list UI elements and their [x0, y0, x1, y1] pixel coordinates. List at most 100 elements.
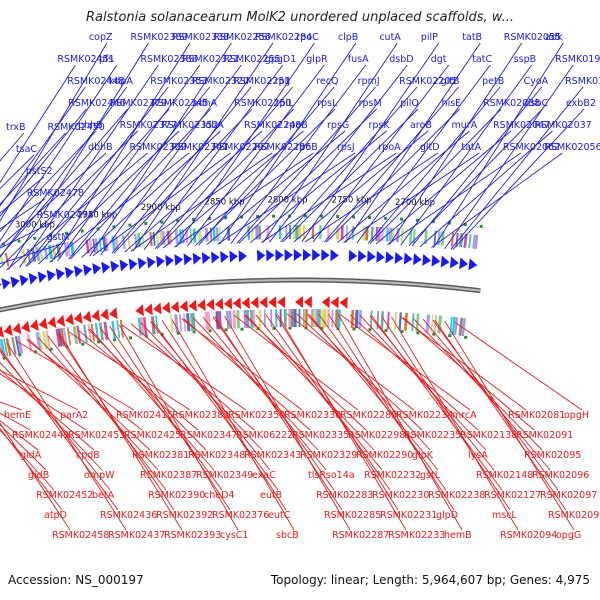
- forward-leader-line: [143, 64, 284, 251]
- forward-gene-arrow: [385, 251, 395, 264]
- forward-gene-label: RSMK02388: [140, 54, 197, 65]
- reverse-leader-line: [152, 321, 279, 491]
- cog-bar-forward: [127, 234, 131, 249]
- reverse-leader-line: [308, 313, 439, 471]
- reverse-gene-label: RSMK02097: [540, 490, 597, 501]
- reverse-gene-arrow: [91, 309, 101, 322]
- cog-bar-reverse: [90, 323, 96, 342]
- forward-gene-arrow: [156, 255, 165, 268]
- forward-gene-label: RSMK02256: [213, 32, 270, 43]
- forward-gene-arrow: [0, 283, 2, 286]
- forward-gene-label: RSMK02451: [57, 54, 114, 65]
- cog-bar-forward: [155, 231, 160, 246]
- cog-bar-reverse: [350, 309, 355, 328]
- forward-gene-label: trxB: [6, 122, 26, 133]
- reverse-gene-label: RSMK02096: [532, 470, 589, 481]
- forward-leader-line: [19, 64, 159, 268]
- tick-label: 2800 kbp: [267, 195, 307, 205]
- reverse-gene-label: RSMK02138: [460, 430, 517, 441]
- cog-bar-reverse: [57, 328, 63, 347]
- forward-gene-arrow: [330, 249, 339, 262]
- forward-leader-line: [444, 64, 574, 249]
- reverse-gene-label: exaC: [252, 470, 276, 481]
- reverse-gene-label: lysA: [468, 450, 488, 461]
- forward-gene-arrow: [321, 249, 330, 262]
- forward-leader-line: [130, 152, 273, 252]
- forward-gene-label: RSMK02038: [483, 98, 540, 109]
- reverse-gene-label: RSMK02382: [172, 410, 229, 421]
- forward-gene-arrow: [348, 249, 358, 262]
- forward-gene-label: copZ: [89, 32, 113, 43]
- forward-gene-label: tsaC: [16, 144, 37, 155]
- cog-bar-reverse: [217, 311, 222, 330]
- reverse-leader-line: [0, 373, 87, 431]
- reverse-gene-label: cysC1: [220, 530, 248, 541]
- forward-leader-line: [111, 86, 252, 254]
- cog-bar-reverse: [386, 311, 390, 330]
- forward-gene-label: recQ: [316, 76, 338, 87]
- cog-bar-reverse: [226, 310, 229, 329]
- reverse-gene-label: RSMK02330: [284, 410, 341, 421]
- forward-gene-label: rpsJ: [337, 142, 355, 153]
- reverse-gene-arrow: [330, 296, 339, 309]
- reverse-leader-line: [359, 314, 487, 451]
- forward-gene-arrow: [146, 256, 156, 269]
- map-title: Ralstonia solanacearum MolK2 unordered u…: [85, 10, 514, 25]
- forward-leader-line: [325, 108, 460, 243]
- cog-bar-forward: [66, 242, 71, 257]
- forward-leader-line: [261, 152, 397, 243]
- forward-gene-label: RSMK02062: [503, 142, 560, 153]
- forward-gene-label: RSMK02352: [161, 120, 218, 131]
- forward-gene-label: rpsL: [317, 98, 338, 109]
- reverse-gene-label: RSMK02148: [476, 470, 533, 481]
- forward-gene-arrow: [92, 262, 102, 275]
- forward-leader-line: [25, 86, 169, 267]
- cog-bar-reverse: [461, 318, 466, 337]
- forward-gene-label: RSMK02399: [130, 142, 187, 153]
- reverse-leader-line: [265, 314, 391, 491]
- reverse-leader-line: [140, 322, 263, 451]
- forward-leader-line: [367, 86, 501, 244]
- reverse-gene-label: eutB: [260, 490, 282, 501]
- cog-bar-forward: [169, 230, 173, 245]
- cog-bar-reverse: [155, 315, 159, 334]
- forward-leader-line: [217, 152, 356, 245]
- reverse-leader-line: [0, 350, 111, 491]
- reverse-gene-arrow: [30, 319, 39, 332]
- reverse-gene-label: glpK: [412, 450, 434, 461]
- cog-bar-reverse: [369, 310, 373, 329]
- reverse-leader-line: [0, 412, 31, 431]
- reverse-gene-label: sbcB: [276, 530, 299, 541]
- cog-bar-reverse: [207, 311, 211, 330]
- reverse-leader-line: [0, 422, 71, 531]
- cog-bar-reverse: [449, 316, 453, 335]
- reverse-leader-line: [56, 333, 175, 511]
- reverse-leader-line: [337, 314, 463, 531]
- reverse-gene-arrow: [259, 296, 268, 309]
- cog-bar-forward: [227, 226, 231, 241]
- reverse-gene-label: RSMK02392: [156, 510, 213, 521]
- forward-gene-label: dsbD: [389, 54, 413, 65]
- forward-gene-label: clpB: [338, 32, 358, 43]
- forward-gene-label: exbB2: [566, 98, 596, 109]
- cog-bar-forward: [450, 232, 455, 247]
- forward-gene-label: ldhA: [203, 120, 225, 131]
- reverse-gene-arrow: [197, 299, 206, 311]
- reverse-gene-arrow: [21, 320, 31, 333]
- reverse-gene-label: opgG: [556, 530, 581, 541]
- reverse-gene-arrow: [100, 308, 109, 321]
- reverse-gene-label: RSMK02287: [332, 530, 389, 541]
- forward-gene-label: rpsK: [369, 120, 391, 131]
- forward-gene-label: RSMK02338: [172, 32, 229, 43]
- forward-leader-line: [57, 64, 201, 262]
- cog-bar-reverse: [98, 322, 104, 341]
- forward-gene-label: RSMK02377: [120, 120, 177, 131]
- cog-bar-reverse: [83, 324, 88, 343]
- forward-gene-label: RSMK02248: [244, 120, 301, 131]
- forward-gene-label: pilP: [421, 32, 438, 43]
- forward-leader-line: [81, 130, 221, 258]
- forward-gene-label: RSMK02056: [544, 142, 600, 153]
- cog-bar-reverse: [11, 336, 17, 355]
- reverse-gene-label: RSMK02350: [228, 410, 285, 421]
- reverse-leader-line: [275, 313, 399, 511]
